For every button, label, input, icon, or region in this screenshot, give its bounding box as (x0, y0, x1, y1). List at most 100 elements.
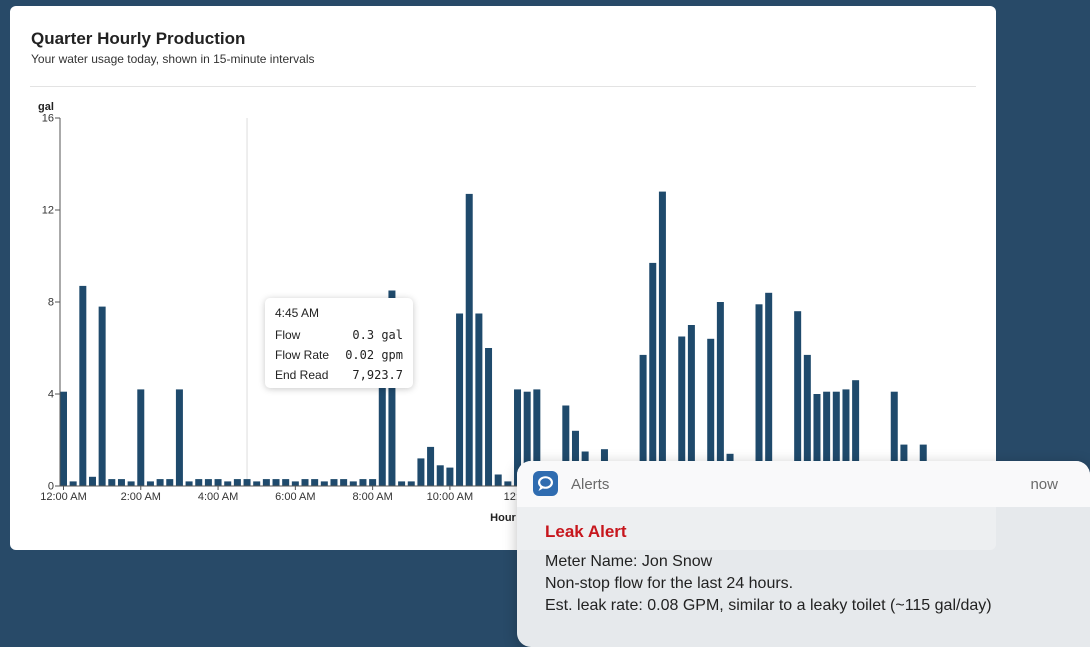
chart-bar[interactable] (330, 479, 338, 486)
chart-bar[interactable] (562, 405, 570, 487)
production-card: Quarter Hourly Production Your water usa… (10, 6, 996, 550)
x-tick-label: 10:00 AM (427, 491, 473, 503)
chart-bar[interactable] (475, 313, 483, 487)
chart-bar[interactable] (398, 481, 406, 486)
x-tick-label: 12:00 AM (40, 491, 86, 503)
chart-bar[interactable] (678, 336, 686, 487)
chart-bar[interactable] (137, 389, 145, 486)
chart-bar[interactable] (571, 430, 579, 486)
chart-bar[interactable] (890, 391, 898, 486)
chart-bar[interactable] (832, 391, 840, 486)
chart-bar[interactable] (359, 479, 367, 486)
chart-bar[interactable] (272, 479, 280, 486)
chart-bar[interactable] (803, 354, 811, 486)
chart-bar[interactable] (60, 391, 67, 486)
chart-bar[interactable] (716, 302, 724, 486)
chart-bar[interactable] (291, 481, 299, 486)
chart-bar[interactable] (98, 306, 106, 486)
tooltip-row-flow: Flow 0.3 gal (275, 328, 403, 344)
chart-bar[interactable] (465, 193, 473, 486)
notification-line-rate: Est. leak rate: 0.08 GPM, similar to a l… (545, 597, 992, 614)
chart-bar[interactable] (340, 479, 348, 486)
y-tick-label: 8 (48, 297, 54, 309)
chart-bar[interactable] (813, 394, 821, 486)
chart-tooltip: 4:45 AM Flow 0.3 gal Flow Rate 0.02 gpm … (265, 298, 413, 388)
tooltip-value: 0.3 gal (352, 328, 403, 342)
chart-bar[interactable] (88, 476, 96, 486)
chart-bar[interactable] (69, 481, 77, 486)
chart-bar[interactable] (214, 479, 222, 486)
tooltip-label: End Read (275, 368, 329, 382)
chart-bar[interactable] (436, 465, 444, 486)
chart-bar[interactable] (127, 481, 135, 486)
chart-bar[interactable] (417, 458, 425, 486)
y-tick-label: 12 (42, 205, 54, 217)
chart-bar[interactable] (485, 348, 493, 486)
chart-bar[interactable] (407, 481, 415, 486)
y-tick-label: 0 (48, 481, 54, 493)
chart-bar[interactable] (185, 481, 193, 486)
chart-bar[interactable] (504, 481, 512, 486)
chart-bar[interactable] (823, 391, 831, 486)
notification-line-flow: Non-stop flow for the last 24 hours. (545, 575, 794, 592)
chart-bar[interactable] (658, 191, 666, 486)
chart-bar[interactable] (311, 479, 319, 486)
chart-bar[interactable] (320, 481, 328, 486)
chart-bar[interactable] (388, 290, 396, 487)
notification-time: now (1030, 476, 1058, 493)
chart-bar[interactable] (707, 338, 715, 486)
chart-bar[interactable] (204, 479, 212, 486)
chart-bar[interactable] (514, 389, 522, 486)
chart-bar[interactable] (282, 479, 290, 486)
chart-bar[interactable] (456, 313, 464, 487)
tooltip-value: 0.02 gpm (345, 348, 403, 362)
chart-bar[interactable] (166, 479, 174, 486)
y-tick-label: 4 (48, 389, 54, 401)
chart-bar[interactable] (79, 285, 87, 486)
chat-bubble-icon (533, 471, 558, 496)
chart-bar[interactable] (446, 467, 454, 486)
tooltip-label: Flow (275, 328, 301, 342)
tooltip-row-flow-rate: Flow Rate 0.02 gpm (275, 348, 403, 364)
chart-bar[interactable] (195, 479, 203, 486)
chart-bar[interactable] (523, 391, 531, 486)
chart-bar[interactable] (842, 389, 850, 486)
chart-bar[interactable] (687, 325, 695, 486)
tooltip-value: 7,923.7 (352, 368, 403, 382)
chart-bar[interactable] (378, 384, 386, 486)
chart-bar[interactable] (852, 380, 860, 486)
notification-header: Alerts now (517, 461, 1090, 507)
card-title: Quarter Hourly Production (31, 29, 246, 48)
notification-line-meter: Meter Name: Jon Snow (545, 553, 713, 570)
chart-bar[interactable] (146, 481, 154, 486)
chart-bar[interactable] (369, 479, 377, 486)
chart-bar[interactable] (243, 479, 251, 486)
chart-bar[interactable] (755, 304, 763, 486)
chart-bar[interactable] (233, 479, 241, 486)
tooltip-label: Flow Rate (275, 348, 330, 362)
chart-bar[interactable] (117, 479, 125, 486)
chart-bar[interactable] (108, 479, 116, 486)
chart-bar[interactable] (794, 311, 802, 486)
chart-bar[interactable] (349, 481, 357, 486)
chart-bar[interactable] (765, 292, 773, 486)
chart-bar[interactable] (649, 262, 657, 486)
chart-bar[interactable] (253, 481, 261, 486)
chart-bar[interactable] (175, 389, 183, 486)
y-tick-label: 16 (42, 113, 54, 125)
chart-bar[interactable] (639, 354, 647, 486)
chart-bar[interactable] (533, 389, 541, 486)
chart-bar[interactable] (427, 446, 435, 486)
chart-bar[interactable] (224, 481, 232, 486)
divider (30, 86, 976, 87)
chart-bar[interactable] (494, 474, 502, 487)
notification-app-name: Alerts (571, 476, 610, 493)
chart-bar[interactable] (301, 479, 309, 486)
x-tick-label: 2:00 AM (121, 491, 161, 503)
notification-title: Leak Alert (545, 522, 627, 541)
x-tick-label: 8:00 AM (352, 491, 392, 503)
tooltip-time: 4:45 AM (275, 306, 320, 320)
leak-alert-notification[interactable]: Alerts now Leak Alert Meter Name: Jon Sn… (517, 461, 1090, 647)
chart-bar[interactable] (262, 479, 270, 486)
chart-bar[interactable] (156, 479, 164, 486)
